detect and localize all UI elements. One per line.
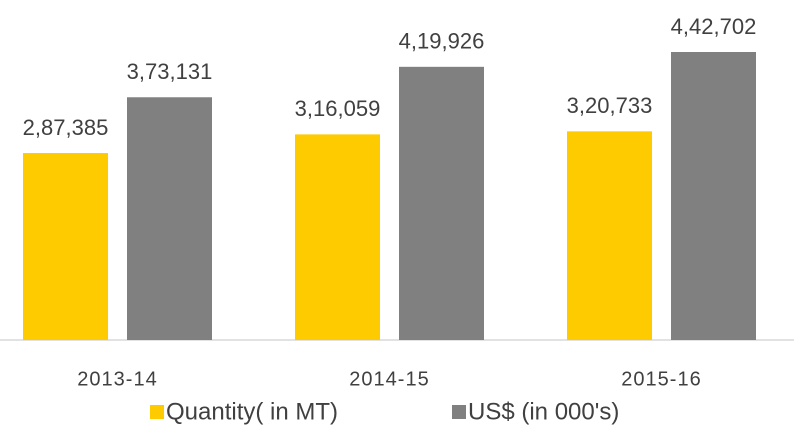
bar — [399, 66, 484, 340]
legend-label: Quantity( in MT) — [166, 398, 338, 425]
x-tick-label: 2015-16 — [621, 368, 701, 390]
bar — [671, 52, 756, 340]
bar — [127, 97, 212, 340]
legend-label: US$ (in 000's) — [468, 398, 619, 425]
data-label: 2,87,385 — [23, 115, 109, 140]
data-label: 3,73,131 — [127, 59, 213, 84]
legend-swatch — [150, 405, 164, 419]
bar — [295, 134, 380, 340]
legend-swatch — [452, 405, 466, 419]
bar — [567, 131, 652, 340]
bar — [23, 153, 108, 340]
data-label: 4,42,702 — [671, 14, 757, 39]
data-label: 3,16,059 — [295, 96, 381, 121]
x-tick-label: 2013-14 — [77, 368, 157, 390]
x-tick-label: 2014-15 — [349, 368, 429, 390]
data-label: 3,20,733 — [567, 93, 653, 118]
data-label: 4,19,926 — [399, 29, 485, 54]
